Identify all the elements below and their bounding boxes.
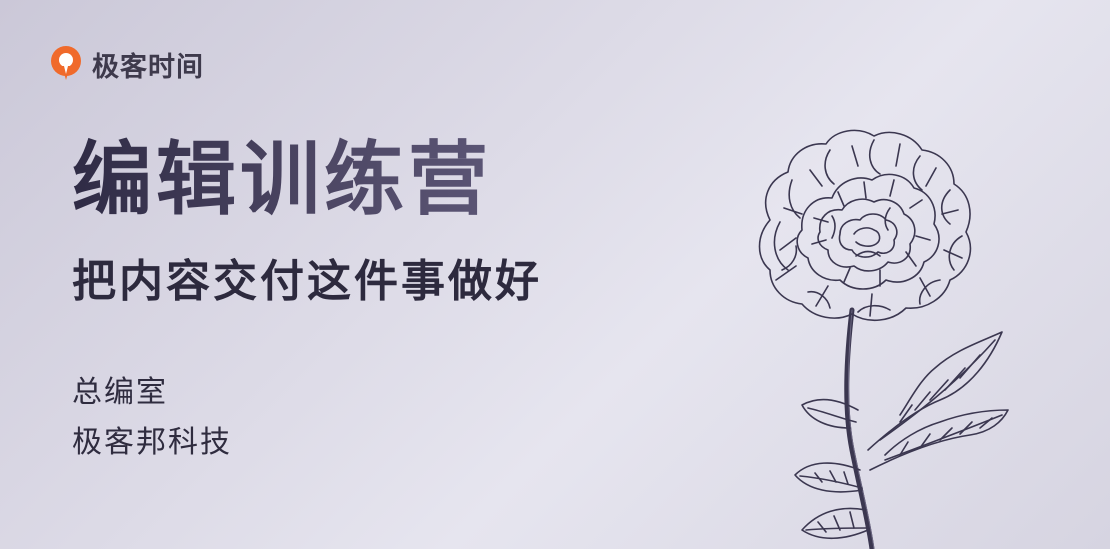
page-subtitle: 把内容交付这件事做好: [72, 256, 542, 307]
org-department: 总编室: [72, 375, 168, 410]
peony-flower-icon: [758, 129, 1009, 549]
geektime-logo-icon: [51, 46, 81, 80]
brand-name: 极客时间: [92, 51, 204, 83]
org-company: 极客邦科技: [72, 425, 232, 460]
brand: 极客时间: [48, 44, 204, 84]
page-title: 编辑训练营: [72, 133, 492, 226]
